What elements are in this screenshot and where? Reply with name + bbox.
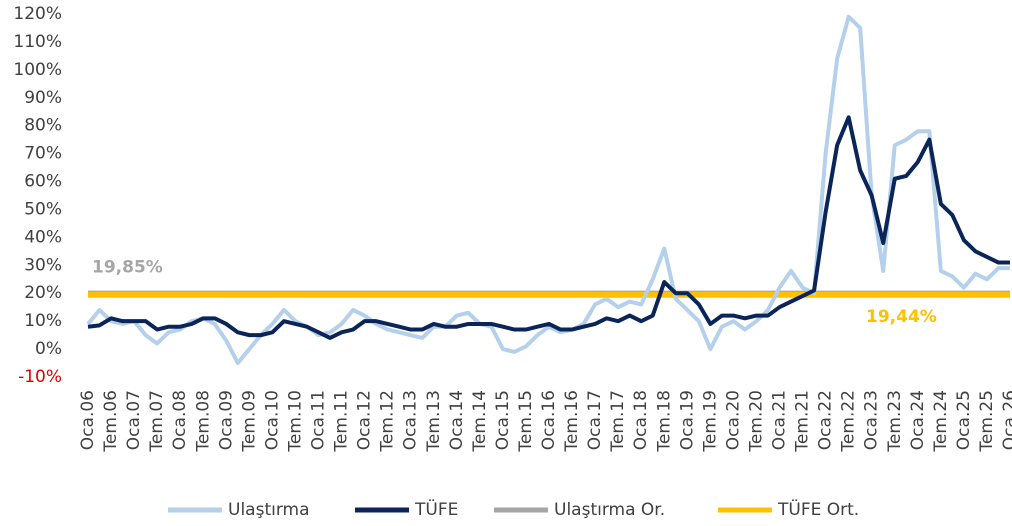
x-tick-label: Oca.14 [447,390,467,450]
x-tick-label: Tem.25 [977,390,997,453]
x-tick-label: Tem.21 [793,390,813,453]
x-tick-label: Oca.23 [862,390,882,450]
x-tick-label: Tem.15 [516,390,536,453]
y-tick-label: 100% [13,60,62,80]
y-tick-label: 70% [24,144,62,164]
x-tick-label: Tem.12 [378,390,398,453]
x-tick-label: Tem.13 [424,390,444,453]
x-tick-label: Oca.19 [677,390,697,450]
x-tick-label: Oca.09 [216,390,236,450]
x-tick-label: Tem.11 [332,390,352,453]
x-tick-label: Tem.17 [608,390,628,453]
y-tick-label: 60% [24,172,62,192]
legend-label: TÜFE [414,498,458,520]
x-tick-label: Oca.12 [355,390,375,450]
y-tick-label: 120% [13,4,62,24]
x-tick-label: Oca.22 [816,390,836,450]
y-tick-label: 40% [24,227,62,247]
average-label: 19,85% [92,258,163,278]
average-label: 19,44% [866,307,937,327]
x-tick-label: Tem.06 [101,390,121,453]
y-tick-label: 0% [35,339,62,359]
x-tick-label: Oca.16 [539,390,559,450]
y-tick-label: 80% [24,116,62,136]
x-tick-label: Oca.10 [262,390,282,450]
y-tick-label: 50% [24,199,62,219]
x-tick-label: Oca.25 [954,390,974,450]
legend-label: Ulaştırma [228,500,310,520]
x-tick-label: Oca.24 [908,390,928,450]
x-tick-label: Tem.07 [147,390,167,453]
y-tick-label: 20% [24,283,62,303]
x-tick-label: Oca.11 [309,390,329,450]
x-tick-label: Oca.21 [770,390,790,450]
x-tick-label: Tem.09 [239,390,259,453]
x-tick-label: Tem.22 [839,390,859,453]
y-tick-label: 110% [13,32,62,52]
x-tick-label: Oca.06 [78,390,98,450]
x-tick-label: Oca.13 [401,390,421,450]
y-tick-label: -10% [18,367,62,387]
x-tick-label: Oca.07 [124,390,144,450]
series-line [87,115,1010,340]
x-tick-label: Tem.18 [654,390,674,453]
x-tick-label: Tem.08 [193,390,213,453]
legend-label: Ulaştırma Or. [554,500,665,520]
x-tick-label: Oca.18 [631,390,651,450]
series-line [86,14,1010,366]
x-tick-label: Tem.23 [885,390,905,453]
x-tick-label: Tem.10 [285,390,305,453]
x-tick-label: Tem.20 [746,390,766,453]
x-tick-label: Tem.19 [700,390,720,453]
x-tick-label: Oca.17 [585,390,605,450]
y-tick-label: 30% [24,255,62,275]
x-tick-label: Oca.20 [723,390,743,450]
x-tick-label: Oca.26 [1000,390,1012,450]
x-tick-label: Tem.24 [931,390,951,453]
x-tick-label: Tem.16 [562,390,582,453]
x-tick-label: Oca.08 [170,390,190,450]
legend-label: TÜFE Ort. [777,498,859,520]
x-tick-label: Tem.14 [470,390,490,453]
y-tick-label: 10% [24,311,62,331]
y-tick-label: 90% [24,88,62,108]
x-tick-label: Oca.15 [493,390,513,450]
